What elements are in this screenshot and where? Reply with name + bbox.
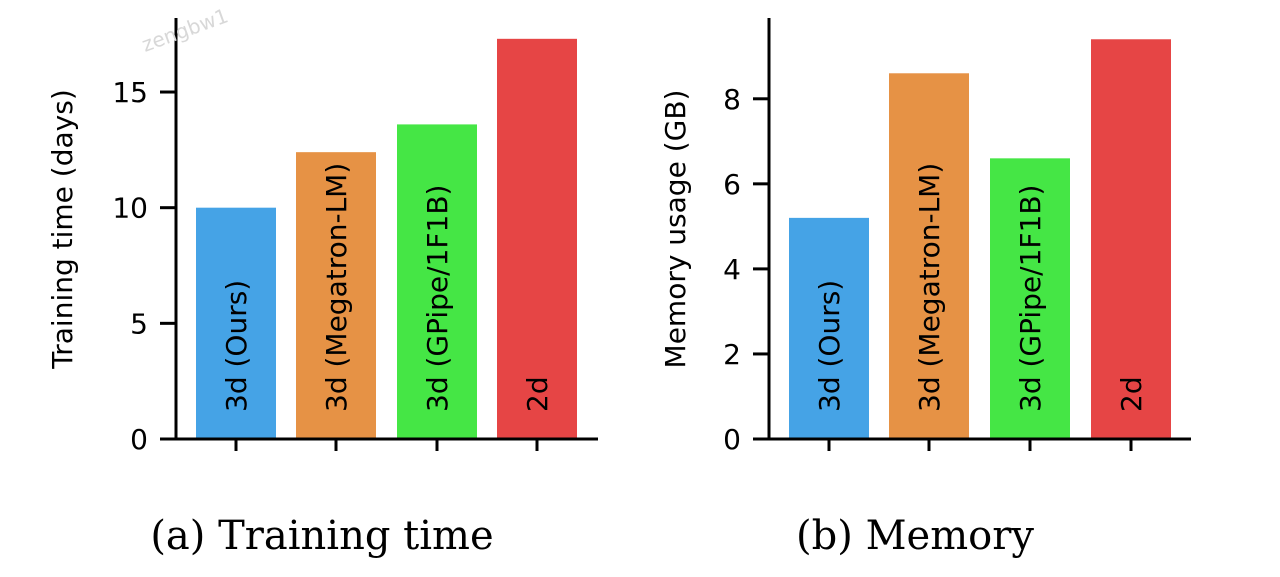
- y-tick-label: 2: [723, 338, 741, 371]
- y-tick-label: 0: [130, 423, 148, 456]
- bar-label-2d: 2d: [1115, 376, 1148, 412]
- watermark-text: zengbw1: [139, 3, 232, 56]
- bar-label-3d-megatron-lm: 3d (Megatron-LM): [913, 163, 946, 412]
- panel-memory: 3d (Ours) 3d (Megatron-LM) 3d (GPipe/1F1B)…: [659, 18, 1191, 559]
- bar-3d-megatron-lm: [889, 73, 969, 439]
- bar-3d-ours: [196, 207, 276, 439]
- bar-label-3d-megatron-lm: 3d (Megatron-LM): [320, 163, 353, 412]
- bar-label-3d-gpipe-1f1b: 3d (GPipe/1F1B): [421, 185, 454, 412]
- y-axis-label: Training time (days): [46, 89, 79, 369]
- y-tick-label: 0: [723, 423, 741, 456]
- bar-3d-ours: [789, 217, 869, 439]
- y-tick-label: 4: [723, 253, 741, 286]
- bar-label-2d: 2d: [521, 376, 554, 412]
- y-tick-label: 10: [112, 192, 148, 225]
- bar-3d-gpipe-1f1b: [990, 158, 1070, 440]
- y-tick-label: 15: [112, 76, 148, 109]
- y-axis-label: Memory usage (GB): [659, 90, 692, 369]
- y-tick-label: 6: [723, 168, 741, 201]
- bar-label-3d-gpipe-1f1b: 3d (GPipe/1F1B): [1014, 185, 1047, 412]
- bar-3d-megatron-lm: [296, 152, 376, 439]
- bar-label-3d-ours: 3d (Ours): [220, 280, 253, 412]
- bar-label-3d-ours: 3d (Ours): [813, 280, 846, 412]
- bar-2d: [497, 38, 577, 440]
- bar-3d-gpipe-1f1b: [397, 124, 477, 440]
- panel-caption: (b) Memory: [796, 513, 1034, 559]
- panel-training-time: 3d (Ours) 3d (Megatron-LM) 3d (GPipe/1F1B)…: [46, 18, 598, 559]
- y-tick-label: 8: [723, 83, 741, 116]
- y-tick-label: 5: [130, 307, 148, 340]
- bar-2d: [1091, 39, 1171, 439]
- panel-caption: (a) Training time: [150, 513, 493, 559]
